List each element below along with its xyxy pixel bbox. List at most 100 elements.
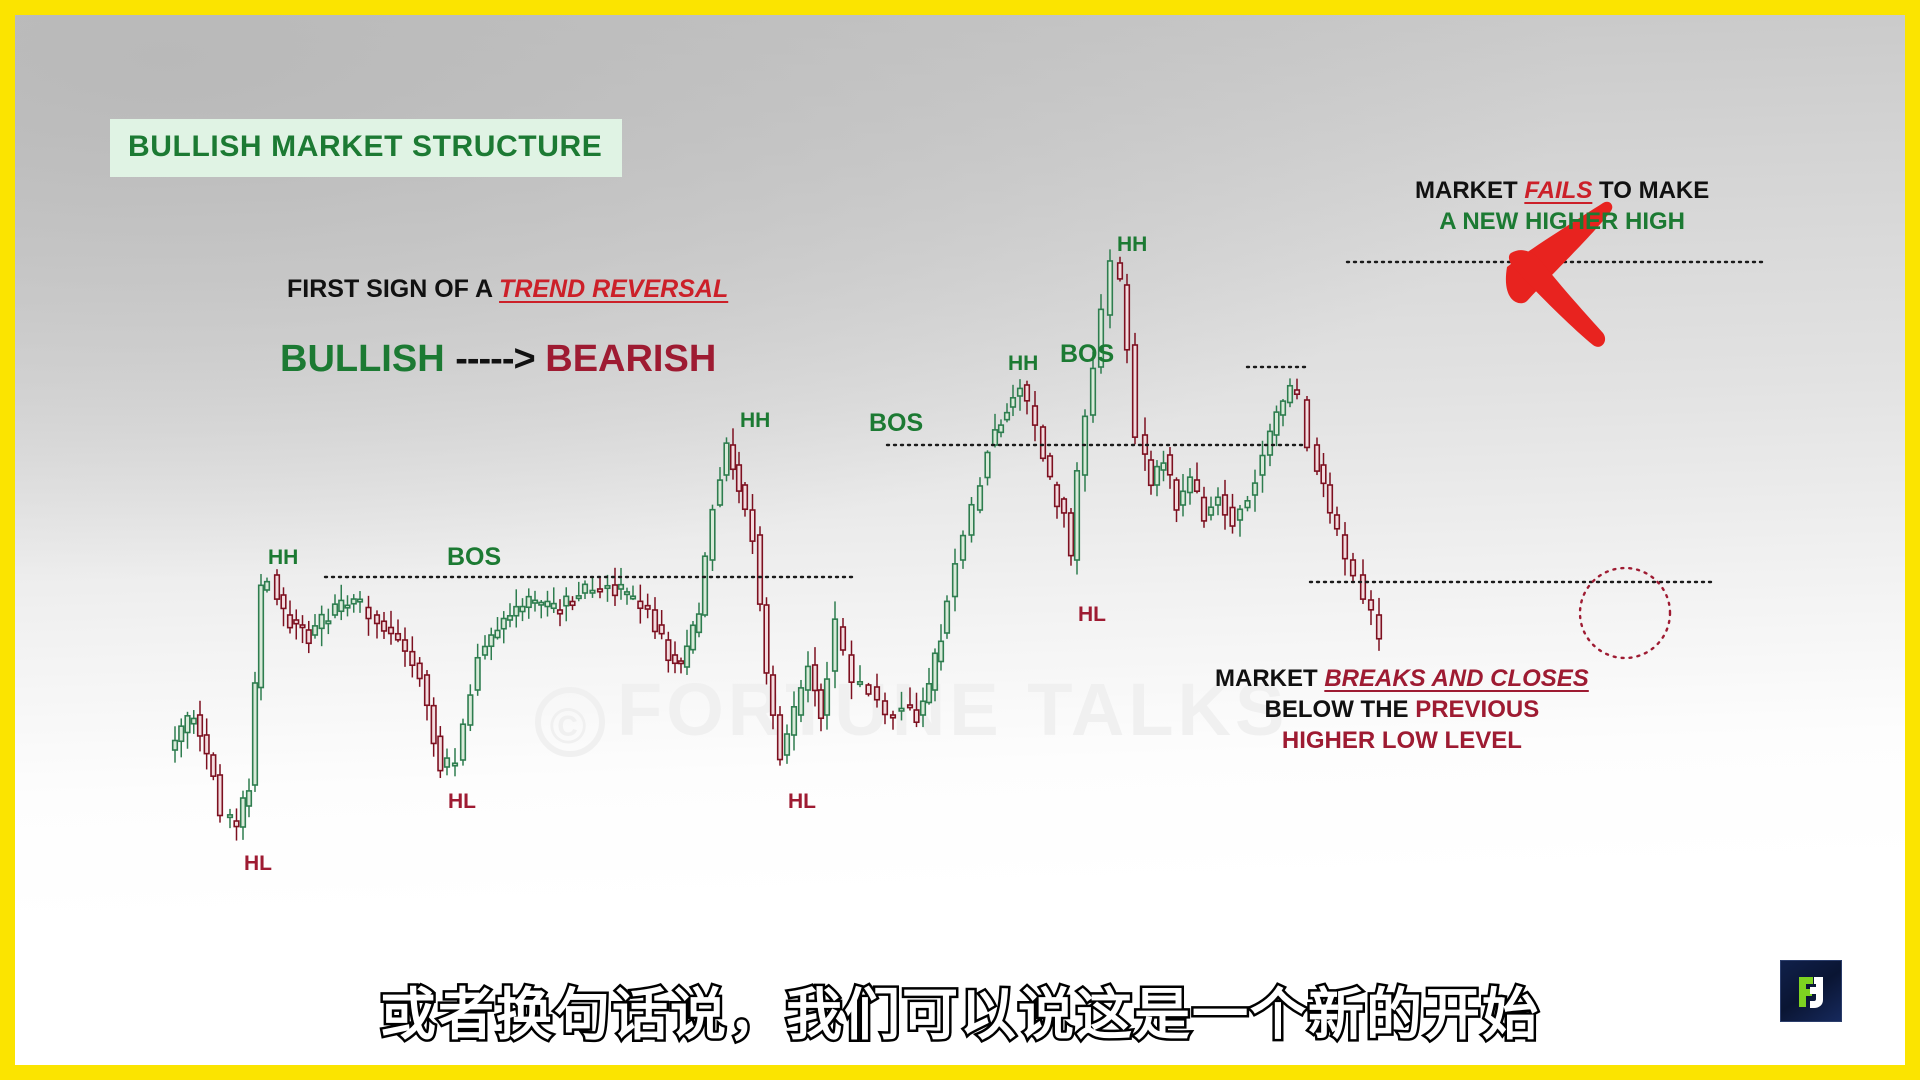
candle-body	[906, 704, 914, 709]
candle-body	[416, 662, 423, 680]
candle-body	[575, 595, 582, 600]
candle-body	[1016, 387, 1024, 397]
candle-body	[1003, 411, 1011, 421]
candle-body	[865, 684, 872, 695]
candle-body	[305, 629, 312, 645]
arrow-right-icon: ----->	[455, 338, 535, 380]
candle-body	[629, 595, 637, 600]
candle-body	[1279, 400, 1287, 416]
candle-body	[749, 509, 756, 542]
candle-body	[1160, 462, 1167, 471]
fails-plain-a: MARKET	[1415, 177, 1525, 204]
candle-body	[356, 598, 364, 603]
candle-body	[709, 508, 716, 561]
candle-body	[1303, 399, 1311, 449]
watermark: © FORTUNE TALKS	[535, 667, 1288, 757]
candle-body	[190, 717, 197, 725]
candle-body	[1259, 454, 1266, 476]
candle-body	[839, 626, 847, 651]
candle-body	[1367, 599, 1375, 611]
candle-body	[239, 797, 247, 828]
candle-body	[931, 652, 939, 691]
candle-body	[848, 654, 855, 683]
candle-body	[325, 620, 332, 625]
structure-label-hl: HL	[244, 852, 272, 875]
candle-body	[531, 599, 539, 604]
candle-body	[394, 632, 402, 641]
candle-body	[196, 714, 204, 737]
candle-body	[331, 603, 339, 616]
candle-body	[459, 723, 467, 761]
structure-label-bos: BOS	[869, 409, 924, 437]
structure-label-hl: HL	[788, 790, 816, 813]
candle-body	[1375, 614, 1383, 640]
breaks-emphasis: BREAKS AND CLOSES	[1324, 665, 1589, 692]
trend-reversal-emphasis: TREND REVERSAL	[499, 275, 729, 303]
candle-body	[689, 624, 697, 651]
candle-body	[581, 583, 589, 594]
candle-body	[563, 595, 570, 607]
candle-body	[318, 613, 325, 630]
candle-body	[350, 598, 357, 605]
candle-body	[1097, 308, 1105, 368]
candle-body	[898, 707, 905, 712]
candle-body	[451, 762, 459, 767]
candle-body	[210, 754, 217, 777]
candle-body	[373, 614, 381, 625]
candle-body	[1221, 494, 1229, 516]
candle-body	[525, 595, 532, 609]
fortune-talks-logo[interactable]	[1780, 960, 1842, 1022]
candle-body	[913, 709, 920, 724]
candle-body	[178, 725, 185, 743]
candle-body	[171, 739, 179, 751]
candle-body	[677, 660, 685, 665]
candle-body	[1244, 500, 1251, 509]
candle-body	[1341, 534, 1349, 560]
candle-body	[550, 602, 557, 610]
candle-body	[623, 591, 631, 596]
candle-body	[997, 424, 1005, 434]
bearish-label: BEARISH	[545, 338, 717, 380]
candle-body	[286, 614, 294, 629]
structure-label-bos: BOS	[447, 543, 502, 571]
watermark-text: FORTUNE TALKS	[617, 668, 1289, 751]
candle-body	[729, 444, 737, 471]
candle-body	[1286, 384, 1294, 404]
candle-body	[604, 584, 611, 590]
breaks-line1: MARKET BREAKS AND CLOSES	[1215, 663, 1589, 694]
fails-plain-b: TO MAKE	[1592, 177, 1710, 204]
breaks-line3: HIGHER LOW LEVEL	[1281, 727, 1522, 755]
candle-body	[203, 734, 210, 755]
annotation-trend-reversal: FIRST SIGN OF A TREND REVERSAL	[287, 273, 728, 306]
candle-body	[1229, 506, 1236, 527]
candle-body	[823, 678, 831, 716]
candle-body	[506, 615, 514, 621]
candle-body	[1251, 482, 1259, 496]
candle-body	[658, 624, 665, 635]
candle-body	[1186, 476, 1194, 494]
structure-label-hl: HL	[448, 790, 476, 813]
candle-body	[1200, 496, 1208, 522]
candle-body	[299, 624, 306, 629]
candle-body	[611, 584, 619, 597]
candle-body	[1273, 411, 1280, 436]
candle-body	[889, 714, 897, 719]
structure-label-bos: BOS	[1060, 340, 1115, 368]
structure-label-hh: HH	[1117, 233, 1148, 256]
breaks-line2-plain: BELOW THE	[1264, 696, 1416, 724]
candle-body	[401, 639, 409, 652]
candle-body	[991, 429, 999, 446]
candle-body	[735, 464, 743, 492]
annotation-breaks-and-closes: MARKET BREAKS AND CLOSES BELOW THE PREVI…	[1215, 663, 1589, 757]
chart-canvas: © FORTUNE TALKS BULLISH MARKET STRUCTURE …	[15, 15, 1905, 1065]
break-highlight-circle	[1578, 566, 1672, 660]
candle-body	[811, 664, 819, 692]
candle-body	[1067, 512, 1075, 557]
candle-body	[937, 640, 945, 663]
breaks-line2-emphasis: PREVIOUS	[1415, 696, 1540, 724]
candle-body	[1320, 464, 1327, 485]
candle-body	[637, 600, 644, 610]
candle-body	[184, 715, 191, 734]
candle-body	[695, 613, 703, 634]
candle-body	[817, 689, 825, 720]
